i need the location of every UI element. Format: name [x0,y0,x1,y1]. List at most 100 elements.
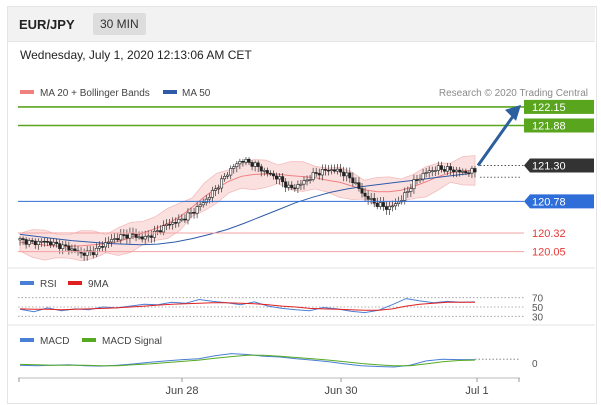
rsi-legend-label: RSI [40,279,57,290]
candle-body [421,173,425,180]
candle-body [442,169,446,172]
rsi-ma-legend-label: 9MA [88,279,109,290]
timeframe-badge[interactable]: 30 MIN [93,13,146,35]
candle-body [152,230,156,238]
candle-body [67,245,71,251]
bollinger-legend-swatch [20,90,34,94]
candle-body [317,173,321,176]
candle-body [455,169,459,173]
candle-body [461,171,465,173]
candle-body [229,168,233,176]
candle-body [82,252,86,256]
candle-body [143,236,147,240]
candle-body [241,161,245,163]
candle-body [125,234,129,239]
candle-body [250,162,254,167]
candle-body [232,166,236,169]
macd-legend-swatch [20,338,34,342]
candle-body [119,234,123,241]
candle-body [311,172,315,180]
candle-body [168,223,172,226]
candle-body [381,202,385,207]
candle-body [439,165,443,170]
candle-body [201,202,205,206]
candle-body [259,166,263,172]
forecast-arrow-head [505,104,521,121]
chart-datetime: Wednesday, July 1, 2020 12:13:06 AM CET [20,48,252,62]
candle-body [100,246,104,248]
candle-body [113,238,117,240]
chart-frame [7,6,597,404]
candle-body [418,178,422,181]
candle-body [70,248,74,251]
candle-body [137,236,141,239]
candle-body [189,212,193,214]
candle-body [42,240,46,243]
rsi-legend-swatch [20,281,34,285]
candle-body [104,242,108,248]
candle-body [342,171,346,177]
candle-body [27,240,31,245]
bollinger-legend-label: MA 20 + Bollinger Bands [40,88,150,99]
candle-body [372,198,376,204]
candle-body [363,192,367,197]
ma50-line [19,173,469,246]
candle-body [287,184,291,188]
candle-body [293,187,297,190]
candle-body [146,235,150,238]
candle-body [247,158,251,163]
pivot-label-box [524,194,594,209]
macd-signal-legend-label: MACD Signal [102,336,162,347]
candle-body [354,182,358,184]
candle-body [30,240,34,242]
candle-body [235,163,239,168]
candle-body [256,162,260,167]
candle-body [110,239,114,243]
candle-body [378,202,382,207]
candle-body [149,235,153,238]
candle-body [238,161,242,165]
candle-body [158,230,162,233]
candle-body [244,158,248,163]
candle-body [97,246,101,249]
candle-body [320,169,324,176]
pivot-label: 120.78 [532,196,566,208]
candle-body [452,169,456,173]
candle-body [265,170,269,174]
candle-body [409,188,413,192]
candle-body [305,179,309,182]
candle-body [339,168,343,173]
candle-body [253,162,257,167]
macd-tick-label: 0 [532,359,538,370]
x-axis-label: Jun 30 [324,385,357,397]
copyright-credit: Research © 2020 Trading Central [439,88,588,99]
candle-body [384,206,388,210]
candle-body [61,244,65,249]
candle-body [64,244,68,247]
candle-body [134,233,138,238]
candle-body [24,239,28,245]
candle-body [394,203,398,207]
candle-body [116,238,120,241]
candle-body [162,225,166,233]
candle-body [470,168,474,174]
candle-body [424,172,428,174]
candle-body [406,191,410,193]
support-label: 120.32 [532,228,566,240]
candle-body [348,172,352,179]
candle-body [223,176,227,180]
candle-body [186,212,190,221]
candle-body [216,187,220,190]
candle-body [412,179,416,190]
rsi-tick-label: 70 [532,294,544,305]
support-label: 120.05 [532,247,566,259]
candle-body [195,206,199,214]
candle-body [458,169,462,173]
candle-body [415,179,419,181]
candle-body [39,240,43,243]
candle-body [58,243,62,249]
candle-body [262,170,266,172]
rsi-tick-label: 50 [532,303,544,314]
candle-body [446,166,450,172]
